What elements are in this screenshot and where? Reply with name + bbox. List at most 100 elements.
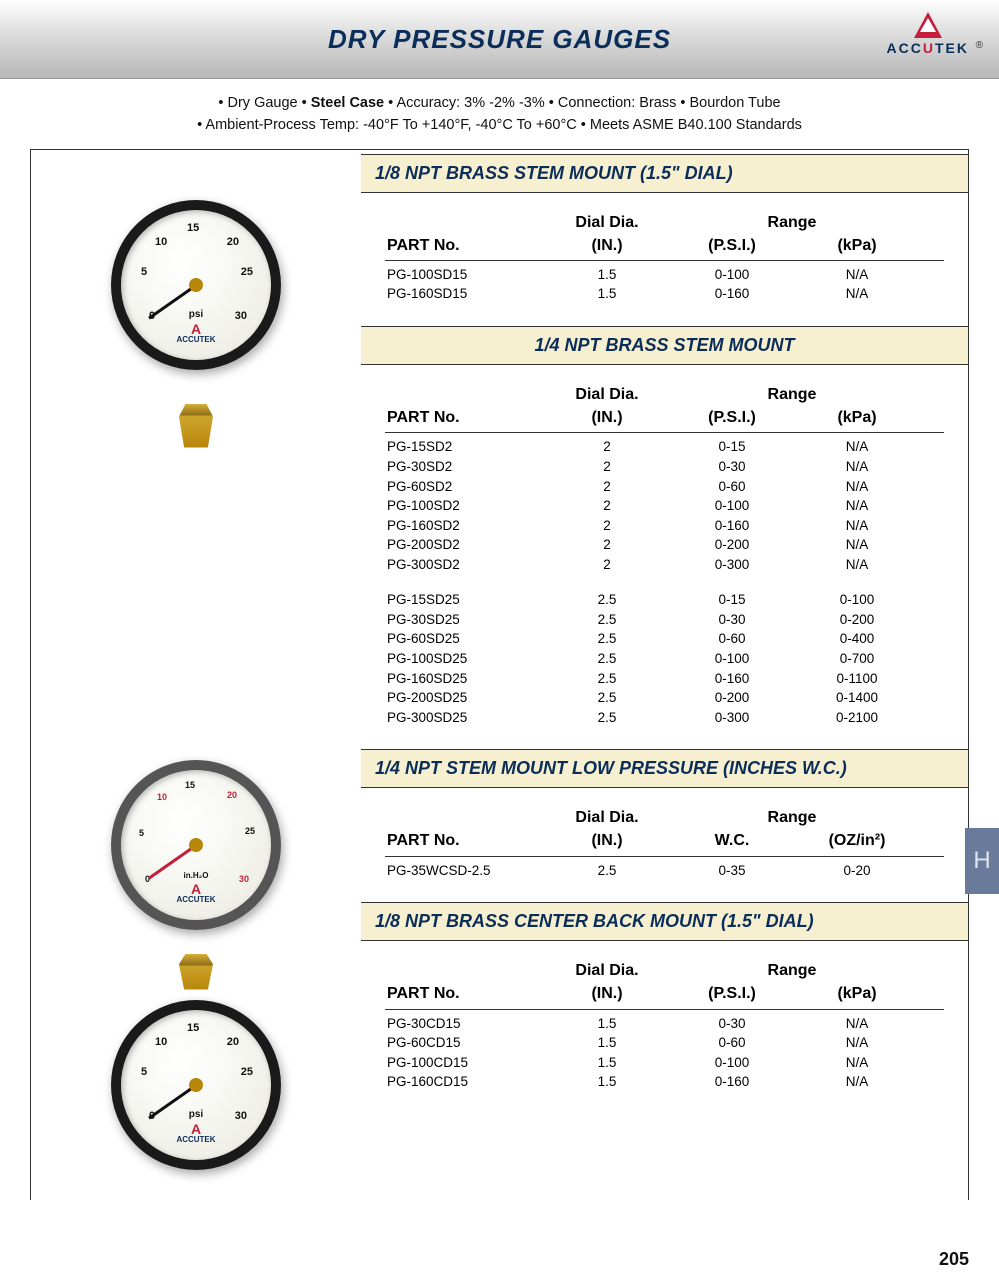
cell-range2: N/A <box>797 1053 917 1073</box>
cell-dial: 2.5 <box>547 708 667 728</box>
table-row: PG-100CD151.50-100N/A <box>385 1053 944 1073</box>
cell-range1: 0-160 <box>667 516 797 536</box>
cell-range2: N/A <box>797 535 917 555</box>
table-row: PG-200SD220-200N/A <box>385 535 944 555</box>
col-head: (kPa) <box>797 406 917 429</box>
cell-part: PG-15SD2 <box>385 437 547 457</box>
cell-part: PG-60SD25 <box>385 629 547 649</box>
cell-range1: 0-35 <box>667 861 797 881</box>
cell-range2: N/A <box>797 284 917 304</box>
cell-range2: 0-400 <box>797 629 917 649</box>
cell-dial: 2.5 <box>547 861 667 881</box>
cell-dial: 2 <box>547 457 667 477</box>
col-head: Range <box>667 383 917 406</box>
cell-part: PG-300SD25 <box>385 708 547 728</box>
cell-part: PG-160CD15 <box>385 1072 547 1092</box>
col-head: (P.S.I.) <box>667 982 797 1005</box>
table-row: PG-300SD252.50-3000-2100 <box>385 708 944 728</box>
cell-dial: 2 <box>547 437 667 457</box>
data-table: Dial Dia.RangePART No.(IN.)(P.S.I.)(kPa)… <box>361 365 968 749</box>
col-head: (P.S.I.) <box>667 234 797 257</box>
cell-part: PG-100SD15 <box>385 265 547 285</box>
table-row: PG-15SD252.50-150-100 <box>385 590 944 610</box>
col-head: PART No. <box>385 234 547 257</box>
cell-range2: 0-20 <box>797 861 917 881</box>
col-head: PART No. <box>385 829 547 852</box>
cell-part: PG-30SD2 <box>385 457 547 477</box>
cell-range1: 0-60 <box>667 477 797 497</box>
cell-part: PG-200SD2 <box>385 535 547 555</box>
cell-range1: 0-160 <box>667 284 797 304</box>
col-head: (IN.) <box>547 234 667 257</box>
table-row: PG-30SD220-30N/A <box>385 457 944 477</box>
table-row: PG-200SD252.50-2000-1400 <box>385 688 944 708</box>
table-row: PG-160SD151.50-160N/A <box>385 284 944 304</box>
cell-dial: 2 <box>547 516 667 536</box>
cell-dial: 1.5 <box>547 1072 667 1092</box>
registered-icon: ® <box>976 40 983 51</box>
cell-range1: 0-15 <box>667 590 797 610</box>
cell-part: PG-160SD2 <box>385 516 547 536</box>
col-head: W.C. <box>667 829 797 852</box>
cell-part: PG-15SD25 <box>385 590 547 610</box>
table-row: PG-60SD252.50-600-400 <box>385 629 944 649</box>
col-head: (kPa) <box>797 234 917 257</box>
cell-range2: N/A <box>797 1072 917 1092</box>
cell-dial: 2 <box>547 535 667 555</box>
main-layout: 0 5 10 15 20 25 30 psi ACCUTEK <box>30 150 969 1200</box>
table-row: PG-160CD151.50-160N/A <box>385 1072 944 1092</box>
section-header: 1/4 NPT STEM MOUNT LOW PRESSURE (INCHES … <box>361 749 968 788</box>
cell-range2: 0-100 <box>797 590 917 610</box>
cell-part: PG-100CD15 <box>385 1053 547 1073</box>
cell-range1: 0-30 <box>667 457 797 477</box>
cell-range2: N/A <box>797 1014 917 1034</box>
table-row: PG-160SD220-160N/A <box>385 516 944 536</box>
table-header-row: PART No.(IN.)W.C.(OZ/in²) <box>385 829 944 856</box>
cell-range1: 0-300 <box>667 708 797 728</box>
cell-part: PG-200SD25 <box>385 688 547 708</box>
cell-dial: 1.5 <box>547 284 667 304</box>
col-head: (IN.) <box>547 406 667 429</box>
cell-part: PG-60CD15 <box>385 1033 547 1053</box>
table-row: PG-100SD220-100N/A <box>385 496 944 516</box>
cell-dial: 1.5 <box>547 1053 667 1073</box>
table-row: PG-160SD252.50-1600-1100 <box>385 669 944 689</box>
section-header: 1/4 NPT BRASS STEM MOUNT <box>361 326 968 365</box>
cell-range1: 0-200 <box>667 535 797 555</box>
cell-range2: 0-1100 <box>797 669 917 689</box>
cell-dial: 2.5 <box>547 649 667 669</box>
header-bar: DRY PRESSURE GAUGES ACCUTEK ® <box>0 0 999 79</box>
cell-range1: 0-160 <box>667 1072 797 1092</box>
table-row: PG-100SD151.50-100N/A <box>385 265 944 285</box>
logo-text: ACCUTEK <box>887 40 969 56</box>
cell-part: PG-100SD2 <box>385 496 547 516</box>
col-head: Range <box>667 806 917 829</box>
col-head: Range <box>667 211 917 234</box>
cell-range2: N/A <box>797 265 917 285</box>
cell-range1: 0-60 <box>667 629 797 649</box>
col-head: Dial Dia. <box>547 959 667 982</box>
cell-range2: 0-2100 <box>797 708 917 728</box>
col-head: Dial Dia. <box>547 211 667 234</box>
col-head: (IN.) <box>547 982 667 1005</box>
section-tab: H <box>965 828 999 894</box>
table-header-row: PART No.(IN.)(P.S.I.)(kPa) <box>385 234 944 261</box>
cell-range2: 0-1400 <box>797 688 917 708</box>
cell-range2: N/A <box>797 555 917 575</box>
page-title: DRY PRESSURE GAUGES <box>328 24 671 55</box>
cell-part: PG-30SD25 <box>385 610 547 630</box>
page-number: 205 <box>939 1249 969 1270</box>
table-row: PG-60CD151.50-60N/A <box>385 1033 944 1053</box>
cell-range1: 0-300 <box>667 555 797 575</box>
gauge-image-low-pressure: 0 5 10 15 20 25 30 in.H₂O ACCUTEK <box>111 760 281 960</box>
cell-dial: 1.5 <box>547 265 667 285</box>
cell-range2: N/A <box>797 457 917 477</box>
table-header-row: PART No.(IN.)(P.S.I.)(kPa) <box>385 982 944 1009</box>
col-head: Range <box>667 959 917 982</box>
col-head: (IN.) <box>547 829 667 852</box>
col-head: (P.S.I.) <box>667 406 797 429</box>
section-header: 1/8 NPT BRASS STEM MOUNT (1.5" DIAL) <box>361 154 968 193</box>
cell-range1: 0-100 <box>667 496 797 516</box>
logo-triangle-icon <box>914 12 942 38</box>
image-column: 0 5 10 15 20 25 30 psi ACCUTEK <box>31 150 361 1200</box>
